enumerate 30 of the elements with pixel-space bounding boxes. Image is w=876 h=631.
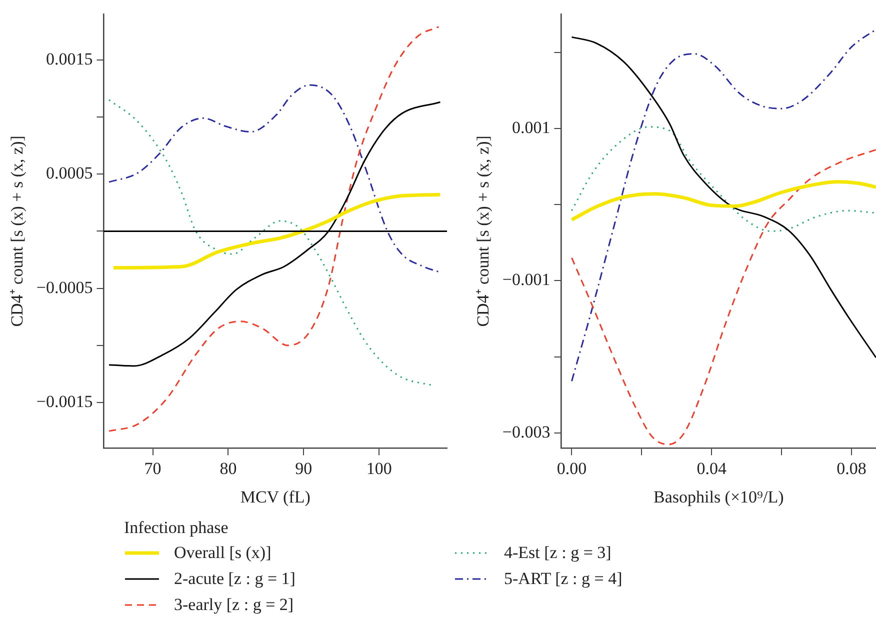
line-series [108, 26, 440, 432]
legend-label: Overall [s (x)] [174, 543, 272, 563]
line-series [108, 84, 441, 274]
x-tick-label: 90 [295, 458, 312, 478]
legend-label: 3-early [z : g = 2] [174, 595, 294, 615]
legend-label: 2-acute [z : g = 1] [174, 569, 296, 589]
legend-label: 5-ART [z : g = 4] [504, 569, 622, 589]
y-tick-label: −0.001 [502, 270, 550, 290]
y-axis-title: CD4⁺ count [s (x) + s (x, z)] [474, 136, 493, 327]
x-tick-label: 70 [144, 458, 162, 478]
line-series [112, 192, 442, 270]
line-series [570, 126, 876, 232]
x-tick-label: 0.00 [556, 458, 587, 478]
y-tick-label: −0.003 [502, 422, 550, 442]
x-axis-title: MCV (fL) [240, 487, 310, 506]
x-tick-label: 100 [366, 458, 392, 478]
line-series [570, 148, 876, 446]
y-axis-title: CD4⁺ count [s (x) + s (x, z)] [8, 136, 27, 327]
y-tick-label: −0.0005 [36, 278, 93, 297]
x-axis-title: Basophils (×10⁹/L) [653, 487, 784, 506]
y-tick-label: 0.0005 [46, 164, 93, 183]
line-series [570, 180, 876, 222]
x-tick-label: 0.08 [836, 458, 866, 478]
y-tick-label: −0.0015 [36, 392, 93, 411]
y-tick-label: 0.0015 [46, 49, 93, 68]
x-tick-label: 0.04 [696, 458, 727, 478]
x-tick-label: 80 [220, 458, 237, 478]
legend-title: Infection phase [124, 518, 230, 538]
legend-label: 4-Est [z : g = 3] [504, 543, 612, 563]
y-tick-label: 0.001 [512, 118, 550, 137]
